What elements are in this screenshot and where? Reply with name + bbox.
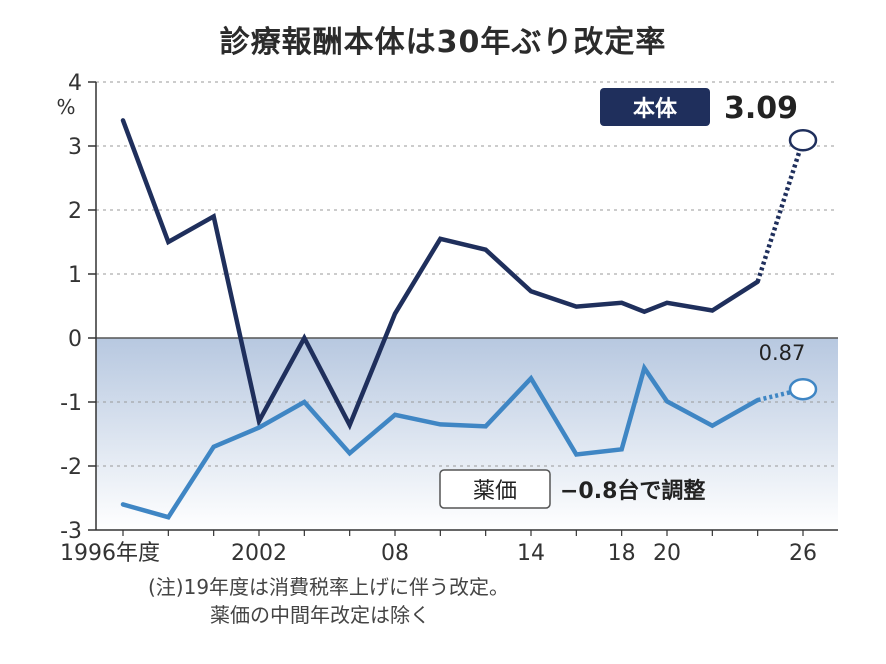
- series-line-1: [120, 362, 760, 520]
- annotation-0-87: 0.87: [759, 341, 806, 365]
- y-unit-label: %: [56, 95, 75, 119]
- y-tick-label: 4: [68, 71, 82, 96]
- y-tick-label: -2: [60, 455, 82, 480]
- x-tick-label: 1996年度: [60, 541, 160, 566]
- honntai-label-text: 本体: [633, 97, 678, 122]
- gridlines: [96, 81, 838, 467]
- x-tick-label: 26: [789, 541, 817, 566]
- series-lines: [120, 118, 818, 520]
- x-tick-label: 08: [381, 541, 409, 566]
- y-tick-label: -3: [60, 519, 82, 544]
- y-tick-label: -1: [60, 391, 82, 416]
- y-tick-label: 2: [68, 199, 82, 224]
- y-tick-label: 0: [68, 327, 82, 352]
- x-tick-label: 20: [653, 541, 681, 566]
- series-projected-point-0: [788, 128, 818, 152]
- note-line-2: 薬価の中間年改定は除く: [210, 603, 430, 627]
- x-tick-label: 18: [608, 541, 636, 566]
- series-projection-0: [755, 139, 806, 283]
- series-projected-point-1: [788, 377, 818, 401]
- y-tick-label: 3: [68, 135, 82, 160]
- y-tick-label: 1: [68, 263, 82, 288]
- x-axis: 1996年度 2002 08 14 18 20 26: [60, 529, 838, 566]
- yakka-label-box: [439, 469, 551, 509]
- chart-title: 診療報酬本体は30年ぶり改定率: [220, 25, 667, 60]
- honntai-value-label: 3.09: [724, 91, 798, 126]
- yakka-label: 薬価 −0.8台で調整: [439, 469, 705, 509]
- yakka-value-label: −0.8台で調整: [560, 478, 705, 504]
- x-tick-label: 14: [517, 541, 545, 566]
- yakka-label-text: 薬価: [473, 479, 517, 504]
- x-tick-label: 2002: [231, 541, 287, 566]
- y-axis: 4 3 2 1 0 -1 -2 -3: [60, 71, 97, 544]
- note-line-1: (注)19年度は消費税率上げに伴う改定。: [148, 575, 509, 599]
- honntai-label-box: [600, 88, 710, 126]
- series-line-0: [120, 118, 760, 431]
- honntai-label: 本体 3.09: [600, 88, 798, 126]
